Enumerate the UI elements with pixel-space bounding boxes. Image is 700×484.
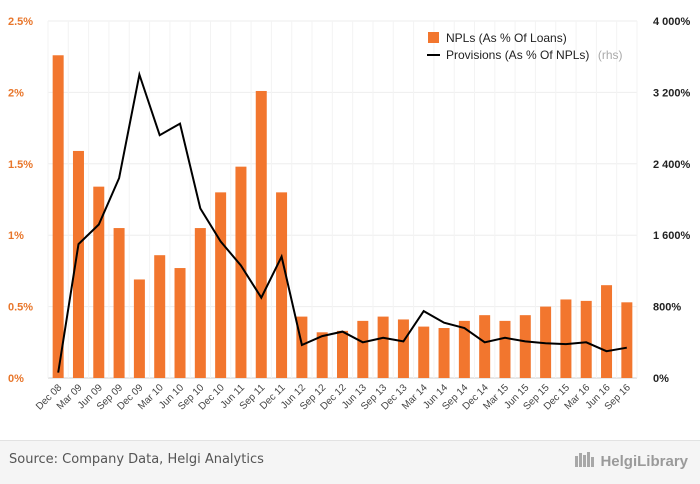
legend: NPLs (As % Of Loans) Provisions (As % Of… — [427, 31, 623, 63]
bar-npl — [316, 332, 328, 378]
bar-npl — [154, 255, 166, 378]
bar-npl — [93, 186, 105, 378]
bar-npl — [174, 268, 186, 378]
bar-npl — [52, 55, 64, 378]
bar-npl — [357, 320, 369, 378]
right-tick-label: 800% — [653, 302, 681, 314]
right-tick-label: 2 400% — [653, 159, 691, 171]
right-tick-label: 0% — [653, 373, 669, 385]
bar-npl — [113, 228, 125, 378]
bar-npl — [255, 90, 267, 379]
provisions-line — [57, 70, 627, 373]
right-tick-label: 1 600% — [653, 230, 691, 242]
bar-npl — [397, 319, 409, 378]
source-text: Source: Company Data, Helgi Analytics — [9, 452, 264, 467]
right-tick-label: 3 200% — [653, 87, 691, 99]
bar-npl — [601, 285, 613, 378]
bar-npl — [377, 316, 389, 378]
legend-label-provisions: Provisions (As % Of NPLs) (rhs) — [446, 46, 623, 63]
left-tick-label: 1.5% — [8, 159, 33, 171]
gridlines — [47, 20, 638, 379]
legend-swatch-npl — [428, 32, 439, 43]
bar-npl — [215, 192, 227, 378]
library-icon — [574, 450, 596, 472]
right-tick-label: 4 000% — [653, 16, 691, 28]
left-tick-label: 0.5% — [8, 302, 33, 314]
bar-npl — [235, 166, 247, 378]
bar-npl — [133, 279, 145, 378]
right-axis-ticks: 0% 800% 1 600% 2 400% 3 200% 4 000% — [653, 16, 691, 385]
left-tick-label: 2.5% — [8, 16, 33, 28]
bar-npl — [580, 300, 592, 378]
legend-label-npl: NPLs (As % Of Loans) — [446, 31, 567, 45]
bar-npl — [337, 330, 348, 378]
footer: Source: Company Data, Helgi Analytics He… — [0, 440, 700, 484]
left-tick-label: 0% — [8, 373, 24, 385]
npl-bars — [52, 55, 633, 379]
bar-npl — [519, 315, 531, 378]
bar-npl — [560, 299, 572, 378]
bar-npl — [296, 316, 308, 378]
bar-npl — [499, 320, 511, 378]
left-axis-ticks: 0% 0.5% 1% 1.5% 2% 2.5% — [8, 16, 33, 385]
brand-logo[interactable]: HelgiLibrary — [574, 450, 688, 472]
legend-label-provisions-name: Provisions (As % Of NPLs) — [446, 48, 589, 62]
brand-name: HelgiLibrary — [600, 452, 688, 470]
chart: 0% 0.5% 1% 1.5% 2% 2.5% 0% 800% 1 600% 2 400% 3 2… — [8, 16, 691, 413]
bar-npl — [438, 328, 450, 378]
bar-npl — [418, 326, 430, 378]
bar-npl — [194, 228, 206, 378]
left-tick-label: 1% — [8, 230, 24, 242]
bar-npl — [458, 320, 470, 378]
bar-npl — [621, 302, 633, 378]
legend-label-rhs: (rhs) — [598, 48, 623, 62]
bar-npl — [276, 192, 288, 378]
bar-npl — [72, 150, 84, 378]
bar-npl — [479, 315, 491, 378]
left-tick-label: 2% — [8, 87, 24, 99]
